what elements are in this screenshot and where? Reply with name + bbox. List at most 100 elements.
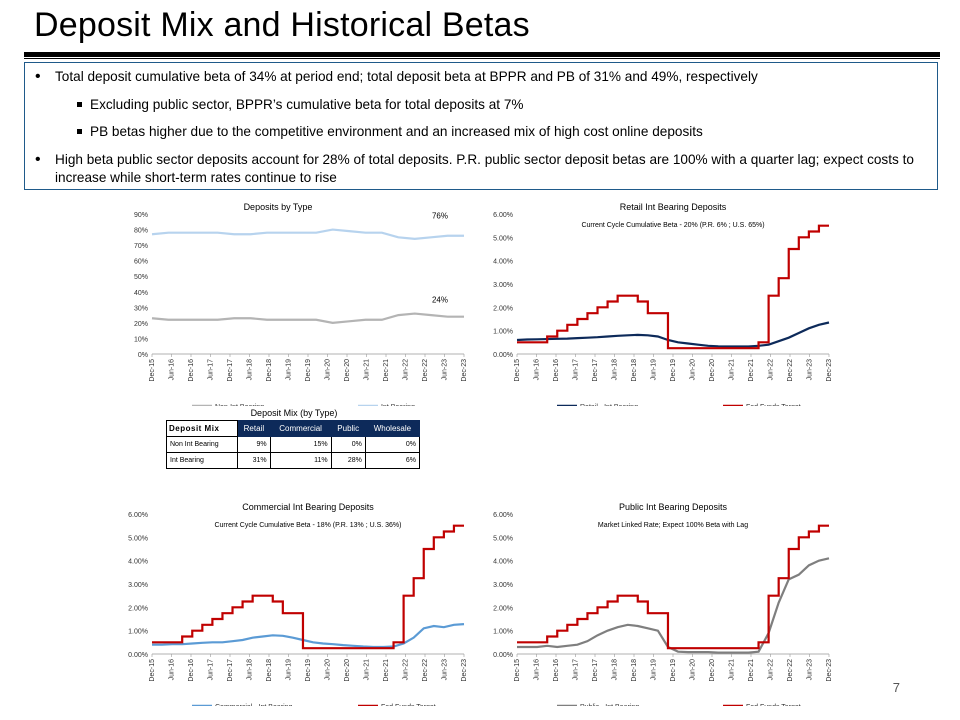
y-tick-label: 2.00% [493, 605, 513, 612]
y-tick-label: 3.00% [493, 582, 513, 589]
x-tick-label: Jun-21 [729, 359, 736, 381]
chart-title: Deposits by Type [244, 202, 313, 212]
legend-label: Public - Int Bearing [580, 704, 639, 706]
series-line-non-int-bearing [151, 312, 464, 324]
x-tick-label: Jun-23 [442, 359, 449, 381]
y-tick-label: 4.00% [493, 559, 513, 566]
y-tick-label: 60% [134, 259, 148, 266]
x-tick-label: Dec-19 [670, 659, 677, 682]
row-label: Int Bearing [165, 452, 239, 469]
y-tick-label: 1.00% [493, 329, 513, 336]
data-label: 24% [432, 296, 448, 305]
x-tick-label: Dec-21 [748, 659, 755, 682]
bullet-dot: • [35, 151, 41, 168]
series-line-retail-int-bearing [516, 321, 830, 348]
x-tick-label: Dec-20 [709, 659, 716, 682]
x-tick-label: Dec-23 [826, 359, 833, 382]
y-tick-label: 4.00% [128, 559, 148, 566]
y-tick-label: 0.00% [128, 652, 148, 659]
deposit-mix-table-block: Deposit Mix (by Type) Deposit Mix Retail… [165, 408, 422, 469]
y-tick-label: 40% [134, 290, 148, 297]
x-tick-label: Dec-19 [305, 659, 312, 682]
legend-label: Non-Int Bearing [215, 404, 264, 406]
header-cell: Deposit Mix [165, 420, 239, 437]
x-tick-label: Jun-18 [247, 359, 254, 381]
bullet-text: High beta public sector deposits account… [55, 152, 914, 185]
x-tick-label: Jun-16 [534, 659, 541, 681]
x-tick-label: Jun-20 [325, 659, 332, 681]
y-tick-label: 5.00% [128, 535, 148, 542]
series-line-fed-funds-target [152, 524, 464, 650]
chart-subtitle: Market Linked Rate; Expect 100% Beta wit… [598, 522, 748, 529]
x-tick-label: Dec-16 [553, 659, 560, 682]
table-cell: 28% [330, 452, 366, 469]
x-tick-label: Dec-21 [383, 359, 390, 382]
series-line-fed-funds-target [517, 524, 829, 650]
chart-subtitle: Current Cycle Cumulative Beta - 18% (P.R… [214, 522, 401, 529]
x-tick-label: Jun-20 [690, 359, 697, 381]
y-tick-label: 1.00% [493, 629, 513, 636]
x-tick-label: Jun-18 [247, 659, 254, 681]
title-rule [24, 52, 940, 57]
row-label: Non Int Bearing [165, 436, 239, 453]
y-tick-label: 0% [138, 352, 148, 359]
table-cell: 0% [364, 436, 421, 453]
y-tick-label: 5.00% [493, 535, 513, 542]
x-tick-label: Dec-20 [344, 659, 351, 682]
x-tick-label: Dec-20 [344, 359, 351, 382]
y-tick-label: 2.00% [128, 605, 148, 612]
header-cell: Wholesale [364, 420, 421, 437]
header-cell: Public [330, 420, 366, 437]
page-title: Deposit Mix and Historical Betas [34, 6, 530, 44]
deposits-by-type-chart: Deposits by Type 0% 10% 20% 30% 40% 50% 60% 70% 8… [134, 202, 468, 406]
x-tick-label: Jun-18 [612, 659, 619, 681]
bullet-text: Total deposit cumulative beta of 34% at … [55, 69, 758, 84]
y-tick-label: 3.00% [128, 582, 148, 589]
x-tick-label: Dec-22 [787, 659, 794, 682]
y-tick-label: 4.00% [493, 259, 513, 266]
y-tick-label: 1.00% [128, 629, 148, 636]
legend-label: Fed Funds Target [746, 404, 801, 406]
x-tick-label: Dec-23 [461, 359, 468, 382]
x-tick-label: Dec-18 [631, 659, 638, 682]
x-tick-label: Jun-16 [534, 359, 541, 381]
table-header-row: Deposit Mix Retail Commercial Public Who… [165, 420, 421, 437]
x-tick-label: Jun-21 [364, 359, 371, 381]
x-tick-label: Jun-21 [364, 659, 371, 681]
x-tick-label: Dec-18 [266, 359, 273, 382]
y-tick-label: 10% [134, 336, 148, 343]
table-cell: 31% [237, 452, 271, 469]
x-tick-label: Jun-23 [807, 359, 814, 381]
y-tick-label: 50% [134, 274, 148, 281]
table-row: Int Bearing 31% 11% 28% 6% [165, 452, 421, 469]
x-tick-label: Dec-21 [383, 659, 390, 682]
chart-subtitle: Current Cycle Cumulative Beta - 20% (P.R… [581, 222, 764, 229]
y-tick-label: 6.00% [493, 512, 513, 519]
sub-bullet-text: Excluding public sector, BPPR’s cumulati… [90, 97, 524, 112]
x-tick-label: Dec-15 [514, 659, 521, 682]
x-tick-label: Dec-18 [266, 659, 273, 682]
legend-label: Fed Funds Target [746, 704, 801, 706]
x-tick-label: Dec-19 [670, 359, 677, 382]
data-label: 76% [432, 212, 448, 221]
y-tick-label: 0.00% [493, 652, 513, 659]
series-line-commercial-int-bearing [152, 623, 465, 649]
commercial-int-bearing-chart: Commercial Int Bearing Deposits Current C… [128, 502, 468, 706]
table-cell: 11% [269, 452, 332, 469]
y-tick-label: 6.00% [128, 512, 148, 519]
x-tick-label: Dec-22 [422, 359, 429, 382]
legend-label: Commercial - Int Bearing [215, 704, 293, 706]
header-cell: Retail [237, 420, 271, 437]
header-cell: Commercial [269, 420, 332, 437]
x-tick-label: Jun-22 [403, 359, 410, 381]
x-tick-label: Dec-22 [422, 659, 429, 682]
x-tick-label: Dec-16 [188, 359, 195, 382]
x-tick-label: Dec-17 [592, 659, 599, 682]
y-tick-label: 5.00% [493, 235, 513, 242]
y-tick-label: 20% [134, 321, 148, 328]
y-tick-label: 6.00% [493, 212, 513, 219]
legend-label: Int Bearing [381, 404, 415, 406]
y-tick-label: 30% [134, 305, 148, 312]
x-tick-label: Jun-21 [729, 659, 736, 681]
legend-label: Fed Funds Target [381, 704, 436, 706]
